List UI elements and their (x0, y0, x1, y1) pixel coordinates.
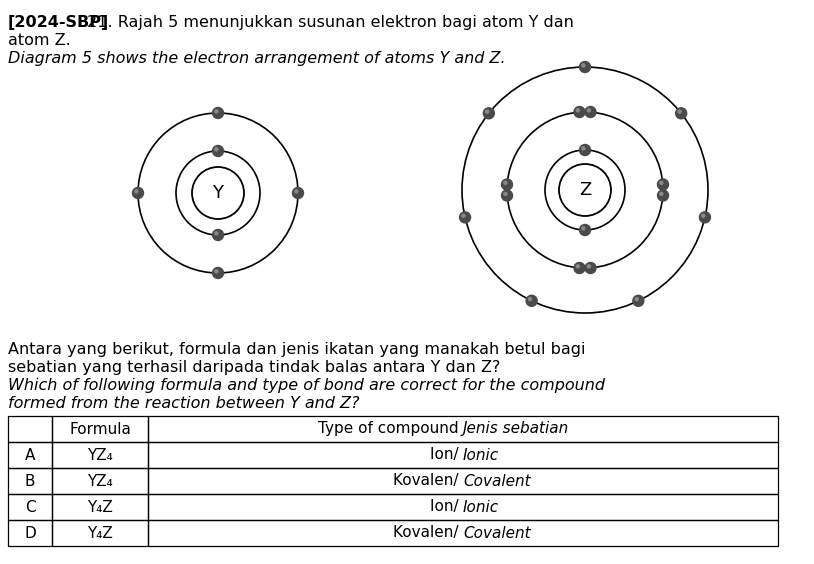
Circle shape (528, 298, 532, 301)
Text: Type of compound: Type of compound (317, 421, 463, 437)
Text: Covalent: Covalent (463, 526, 531, 540)
Bar (148, 520, 778, 546)
Text: formed from the reaction between Y and Z?: formed from the reaction between Y and Z… (8, 396, 360, 411)
Circle shape (580, 61, 590, 73)
Bar (52, 494, 148, 520)
Text: Diagram 5 shows the electron arrangement of atoms Y and Z.: Diagram 5 shows the electron arrangement… (8, 51, 505, 66)
Bar (52, 416, 148, 442)
Circle shape (215, 148, 218, 151)
Circle shape (588, 265, 590, 268)
Bar (52, 468, 148, 494)
Bar (8, 494, 52, 520)
Bar (8, 520, 52, 546)
Circle shape (526, 296, 537, 306)
Circle shape (702, 214, 705, 217)
Bar (148, 416, 778, 442)
Circle shape (504, 192, 507, 195)
Circle shape (133, 187, 143, 199)
Circle shape (292, 187, 304, 199)
Circle shape (559, 164, 611, 216)
Circle shape (212, 267, 224, 279)
Text: Which of following formula and type of bond are correct for the compound: Which of following formula and type of b… (8, 378, 605, 393)
Circle shape (588, 109, 590, 112)
Circle shape (215, 270, 218, 273)
Text: YZ₄: YZ₄ (87, 474, 113, 488)
Text: A: A (24, 447, 35, 462)
Bar (148, 442, 778, 468)
Text: Formula: Formula (69, 421, 131, 437)
Circle shape (580, 224, 590, 236)
Circle shape (658, 179, 668, 190)
Bar (148, 494, 778, 520)
Text: Covalent: Covalent (463, 474, 531, 488)
Text: D: D (24, 526, 36, 540)
Circle shape (676, 108, 687, 119)
Text: 21. Rajah 5 menunjukkan susunan elektron bagi atom Y dan: 21. Rajah 5 menunjukkan susunan elektron… (82, 15, 574, 30)
Circle shape (582, 147, 585, 150)
Text: atom Z.: atom Z. (8, 33, 71, 48)
Text: Kovalen/: Kovalen/ (392, 526, 463, 540)
Text: Z: Z (579, 181, 591, 199)
Text: YZ₄: YZ₄ (87, 447, 113, 462)
Text: B: B (24, 474, 35, 488)
Circle shape (580, 144, 590, 156)
Circle shape (212, 230, 224, 240)
Circle shape (504, 181, 507, 184)
Circle shape (501, 179, 513, 190)
Circle shape (576, 109, 580, 112)
Text: C: C (24, 500, 35, 514)
Circle shape (574, 107, 585, 117)
Circle shape (215, 110, 218, 113)
Circle shape (658, 190, 668, 201)
Text: Y₄Z: Y₄Z (87, 500, 113, 514)
Circle shape (215, 232, 218, 235)
Circle shape (192, 167, 244, 219)
Text: Kovalen/: Kovalen/ (392, 474, 463, 488)
Bar (8, 416, 52, 442)
Text: Antara yang berikut, formula dan jenis ikatan yang manakah betul bagi: Antara yang berikut, formula dan jenis i… (8, 342, 585, 357)
Circle shape (660, 181, 663, 184)
Text: Y: Y (212, 184, 224, 202)
Text: Ion/: Ion/ (430, 447, 463, 462)
Bar (8, 468, 52, 494)
Circle shape (462, 214, 465, 217)
Circle shape (501, 190, 513, 201)
Text: Jenis sebatian: Jenis sebatian (463, 421, 569, 437)
Circle shape (585, 107, 596, 117)
Circle shape (212, 146, 224, 156)
Circle shape (295, 190, 298, 193)
Circle shape (484, 108, 494, 119)
Circle shape (585, 262, 596, 274)
Circle shape (486, 110, 488, 113)
Circle shape (660, 192, 663, 195)
Circle shape (460, 212, 470, 223)
Circle shape (582, 227, 585, 230)
Text: [2024-SBP]: [2024-SBP] (8, 15, 109, 30)
Bar (148, 468, 778, 494)
Circle shape (635, 298, 638, 301)
Bar (52, 442, 148, 468)
Circle shape (632, 296, 644, 306)
Text: Y₄Z: Y₄Z (87, 526, 113, 540)
Bar (52, 520, 148, 546)
Bar (8, 442, 52, 468)
Circle shape (699, 212, 711, 223)
Text: Ion/: Ion/ (430, 500, 463, 514)
Circle shape (212, 108, 224, 118)
Circle shape (576, 265, 580, 268)
Circle shape (678, 110, 681, 113)
Text: sebatian yang terhasil daripada tindak balas antara Y dan Z?: sebatian yang terhasil daripada tindak b… (8, 360, 501, 375)
Circle shape (582, 64, 585, 67)
Text: Ionic: Ionic (463, 500, 499, 514)
Text: Ionic: Ionic (463, 447, 499, 462)
Circle shape (135, 190, 138, 193)
Circle shape (574, 262, 585, 274)
